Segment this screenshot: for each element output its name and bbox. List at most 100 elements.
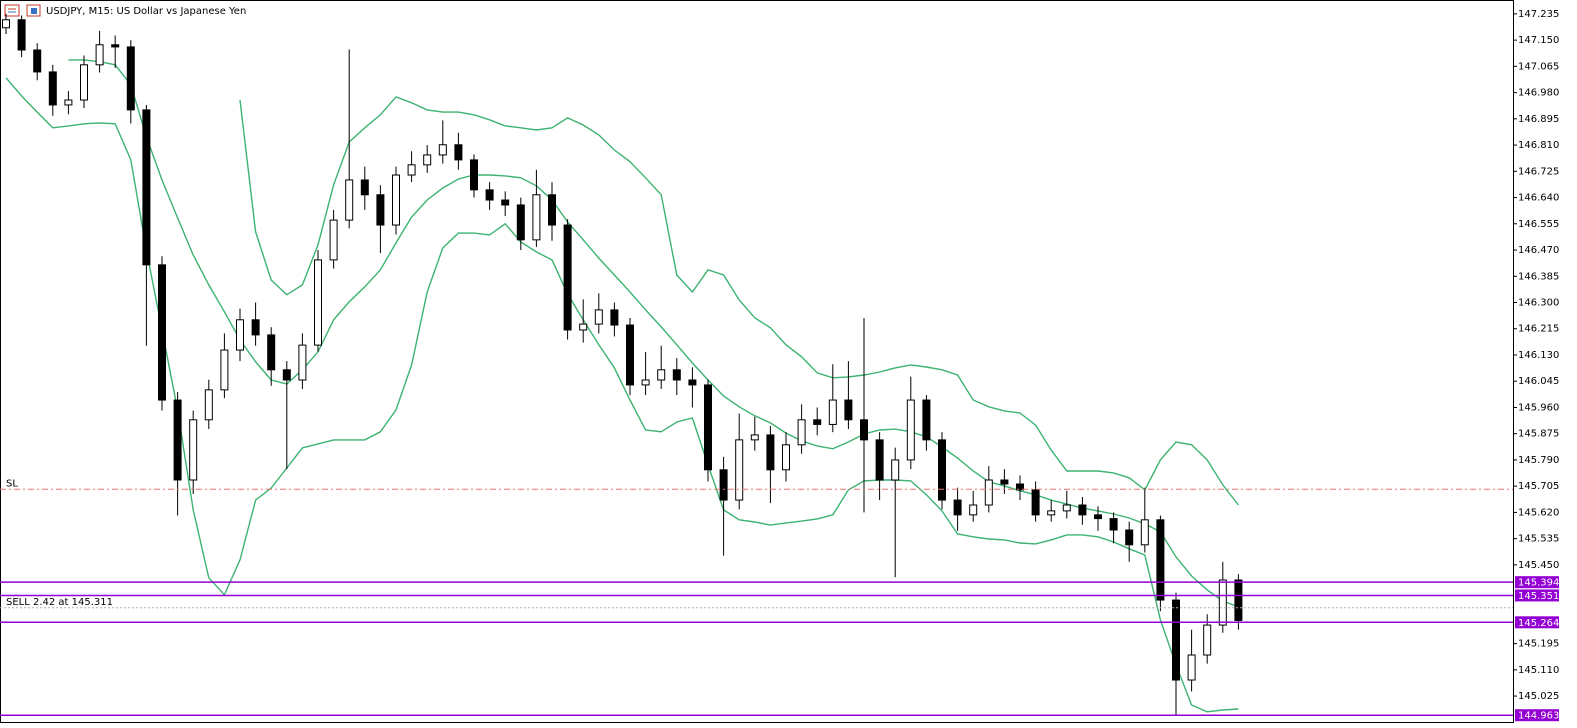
level-tag-label: 145.351: [1518, 591, 1559, 602]
candle-body: [407, 164, 416, 176]
icon: [4, 4, 20, 17]
candle-body: [1094, 514, 1102, 520]
level-tag: 145.351: [1515, 589, 1559, 602]
candle-body: [64, 99, 73, 106]
band-upper: [239, 96, 1239, 506]
candle-body: [797, 419, 806, 446]
candle-body: [532, 194, 541, 241]
candle-body: [95, 44, 104, 66]
candle-body: [782, 444, 790, 471]
candle-body: [735, 439, 744, 501]
candle-body: [220, 349, 229, 391]
y-tick-label: 145.195: [1518, 639, 1559, 650]
chart-icons: [4, 4, 41, 17]
candle-body: [485, 189, 494, 201]
candle-body: [111, 44, 120, 48]
candle-body: [1047, 510, 1056, 516]
candle-body: [1203, 624, 1212, 656]
candle-body: [704, 384, 712, 471]
candle-body: [204, 389, 213, 421]
candle-body: [875, 439, 884, 481]
level-tag-box: [1515, 576, 1559, 589]
y-tick-label: 146.895: [1518, 114, 1559, 125]
candle-body: [626, 324, 634, 386]
y-tick-label: 146.385: [1518, 271, 1559, 282]
candle-body: [969, 504, 978, 516]
y-tick-label: 146.980: [1518, 88, 1559, 99]
candle-body: [594, 309, 603, 325]
candle-body: [189, 419, 198, 481]
candle-body: [813, 419, 822, 425]
candle-body: [267, 334, 276, 371]
y-tick-label: 145.535: [1518, 534, 1559, 545]
level-tag-label: 144.963: [1518, 711, 1559, 722]
candle-body: [953, 499, 962, 516]
y-tick-label: 146.725: [1518, 166, 1559, 177]
candle-body: [438, 144, 447, 156]
bands: [5, 59, 1239, 713]
candle-body: [1187, 654, 1196, 681]
y-tick-label: 146.470: [1518, 245, 1559, 256]
y-tick-label: 147.065: [1518, 61, 1559, 72]
candle-body: [80, 64, 88, 101]
candle-body: [360, 179, 369, 196]
y-tick-label: 145.025: [1518, 691, 1559, 702]
icon: [31, 8, 37, 14]
chart-title: USDJPY, M15: US Dollar vs Japanese Yen: [46, 6, 246, 17]
candle-body: [938, 439, 946, 501]
candle-body: [2, 19, 10, 29]
candle-body: [766, 434, 775, 471]
price-axis: 147.235 147.150 147.065 146.980 146.895 146.8…: [1513, 9, 1559, 702]
candle-body: [173, 399, 182, 481]
candle-body: [142, 109, 151, 266]
candle-body: [345, 179, 354, 221]
candle-body: [454, 144, 463, 161]
candle-body: [563, 224, 572, 331]
candle-body: [1000, 479, 1009, 485]
y-tick-label: 147.150: [1518, 35, 1559, 46]
candle-body: [376, 194, 385, 226]
candle-body: [1031, 489, 1040, 516]
candle-body: [641, 379, 650, 386]
price-lines: SL SELL 2.42 at 145.311 145.394 145.351 145.…: [0, 478, 1559, 722]
candle-body: [610, 309, 619, 326]
y-tick-label: 145.110: [1518, 665, 1559, 676]
candle-body: [891, 459, 900, 481]
candle-body: [17, 19, 26, 51]
y-tick-label: 146.810: [1518, 140, 1559, 151]
plot-frame: [0, 0, 1514, 723]
candle-body: [158, 264, 166, 401]
level-tag-box: [1515, 589, 1559, 602]
candles: [2, 13, 1243, 715]
candle-body: [1109, 518, 1118, 531]
candle-body: [1172, 599, 1180, 681]
candle-body: [984, 479, 993, 506]
band-middle: [68, 59, 1239, 608]
candle-body: [33, 49, 42, 73]
candle-body: [298, 344, 307, 381]
y-tick-label: 146.045: [1518, 376, 1559, 387]
candle-body: [236, 319, 244, 351]
candle-body: [579, 323, 588, 331]
level-tag: 145.264: [1515, 616, 1559, 629]
y-tick-label: 146.215: [1518, 324, 1559, 335]
order-label: SELL 2.42 at 145.311: [6, 597, 113, 608]
candle-body: [1234, 579, 1243, 621]
candle-body: [282, 369, 291, 381]
y-tick-label: 146.130: [1518, 350, 1559, 361]
order-label: SL: [6, 478, 18, 489]
candle-body: [922, 399, 931, 441]
y-tick-label: 145.875: [1518, 429, 1559, 440]
candle-body: [126, 46, 135, 111]
candle-body: [657, 369, 666, 381]
candle-body: [1156, 519, 1165, 601]
candle-body: [251, 319, 260, 336]
candle-body: [1078, 504, 1087, 516]
candle-body: [1125, 529, 1134, 546]
y-tick-label: 145.620: [1518, 507, 1559, 518]
candle-body: [844, 399, 853, 421]
candle-body: [1218, 579, 1227, 626]
candle-body: [719, 469, 728, 501]
